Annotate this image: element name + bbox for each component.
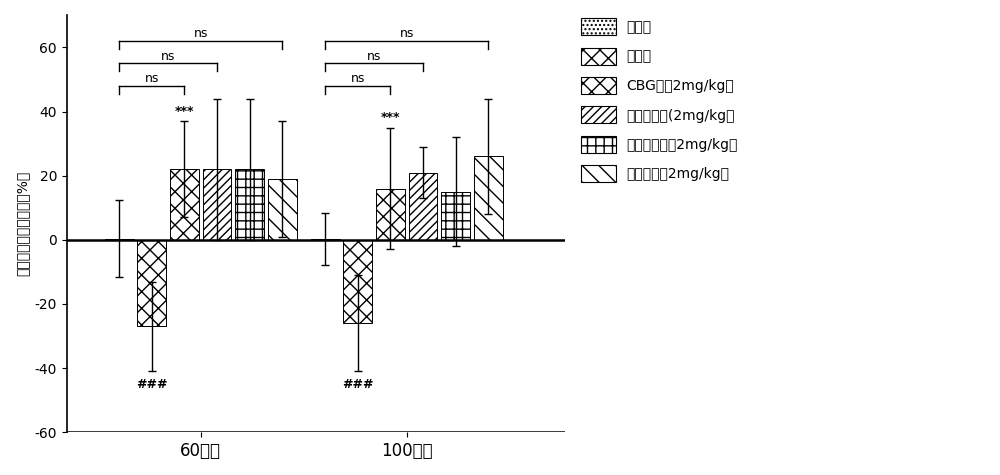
Text: ns: ns [161,49,175,63]
Bar [343,240,372,323]
Bar [105,239,134,240]
Text: ns: ns [367,49,381,63]
Bar [474,156,503,240]
Bar [268,179,297,240]
Bar [235,169,264,240]
Text: ns: ns [400,27,414,40]
Bar [170,169,199,240]
Bar [311,239,340,240]
Bar [203,169,231,240]
Bar [376,189,405,240]
Legend: 正常组, 模型组, CBG组（2mg/kg）, 呀呗美辛组(2mg/kg）, 阿司匹林组（2mg/kg）, 布洛芬组（2mg/kg）: 正常组, 模型组, CBG组（2mg/kg）, 呀呗美辛组(2mg/kg）, 阿… [577,14,742,187]
Text: ###: ### [342,378,374,391]
Y-axis label: 回避受力提高百分比（%）: 回避受力提高百分比（%） [15,171,29,276]
Bar [409,172,437,240]
Text: ns: ns [351,72,365,85]
Bar [137,240,166,326]
Text: ###: ### [136,378,168,391]
Text: ***: *** [381,112,400,124]
Bar [441,192,470,240]
Text: ns: ns [145,72,159,85]
Text: ns: ns [194,27,208,40]
Text: ***: *** [175,105,194,118]
